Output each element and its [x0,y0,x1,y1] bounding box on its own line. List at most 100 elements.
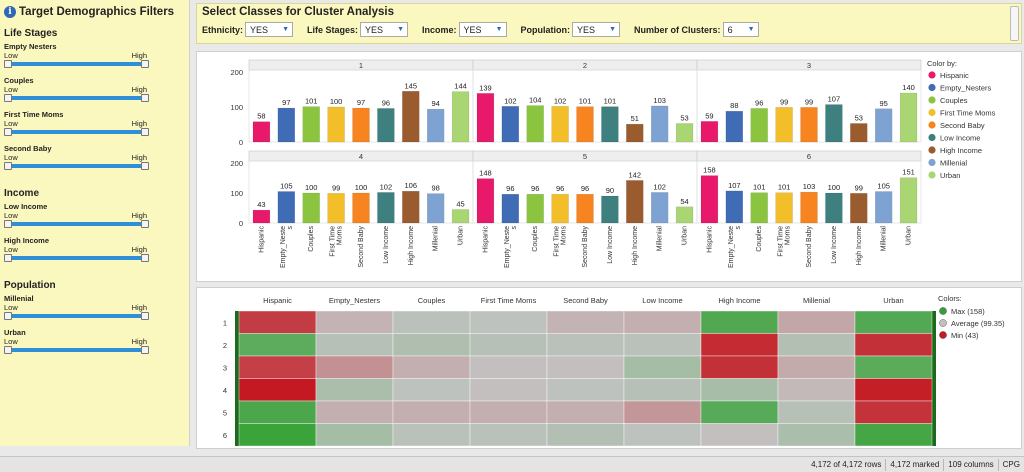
heatmap-row-label: 2 [223,341,227,350]
slider-low-handle[interactable] [4,162,12,170]
y-tick-label: 0 [239,138,243,147]
bar-first-time-moms [551,106,569,143]
bar-hispanic [700,175,719,224]
slider-low-handle[interactable] [4,60,12,68]
x-tick-label: s [511,226,518,230]
topbar-scrollbar[interactable] [1010,6,1019,41]
bar-millenial [426,108,445,143]
slider-low-label: Low [4,51,18,60]
bar-couples [750,108,768,143]
legend-swatch [928,96,936,104]
y-tick-label: 100 [230,103,243,112]
bar-low-income [601,106,619,143]
panel-header-label: 5 [583,152,587,161]
bar-empty-nesters [277,191,296,224]
bar-value-label: 99 [805,97,813,106]
ethnicity-dropdown-value: YES [250,24,269,35]
range-slider[interactable] [4,220,149,228]
slider-low-handle[interactable] [4,128,12,136]
legend-swatch [928,83,936,92]
slider-track-fill [8,164,145,168]
range-slider[interactable] [4,128,149,136]
heatmap-cell [854,378,933,402]
slider-low-handle[interactable] [4,346,12,354]
income-dropdown[interactable]: YES ▼ [458,22,507,37]
bar-value-label: 99 [780,97,788,106]
slider-label: Couples [4,76,34,85]
heatmap-cell [777,310,856,334]
life-stages-dropdown[interactable]: YES ▼ [360,22,409,37]
info-icon[interactable]: i [4,6,16,18]
ethnicity-dropdown[interactable]: YES ▼ [245,22,294,37]
x-tick-label: s [735,226,742,230]
slider-range-labels: Low High [4,153,185,162]
bar-urban [675,123,694,143]
legend-item: Urban [940,171,960,180]
slider-high-handle[interactable] [141,94,149,102]
range-slider-group: Couples Low High [4,76,185,102]
bar-value-label: 103 [653,96,666,105]
heatmap-column-header: Millenial [803,296,830,305]
slider-label: Millenial [4,294,34,303]
x-tick-label: Low Income [607,226,614,264]
slider-low-handle[interactable] [4,94,12,102]
slider-low-handle[interactable] [4,254,12,262]
range-slider[interactable] [4,312,149,320]
slider-high-label: High [131,153,147,162]
slider-low-handle[interactable] [4,312,12,320]
filter-income: Income: YES ▼ [422,22,507,37]
y-tick-label: 200 [230,68,243,77]
slider-range-labels: Low High [4,337,185,346]
population-dropdown[interactable]: YES ▼ [572,22,621,37]
x-tick-label: Second Baby [358,226,365,268]
bar-value-label: 140 [902,83,915,92]
bar-empty-nesters [501,106,520,143]
bar-couples [526,105,544,143]
bar-value-label: 96 [382,98,390,107]
slider-high-handle[interactable] [141,162,149,170]
heatmap-cell [392,355,471,379]
range-slider[interactable] [4,60,149,68]
heatmap-cell [469,333,548,357]
heatmap-legend-swatch [939,307,947,315]
range-slider[interactable] [4,94,149,102]
heatmap-cell [700,333,779,357]
slider-low-handle[interactable] [4,220,12,228]
bar-second-baby [352,107,370,143]
heatmap-row-label: 3 [223,363,227,372]
slider-range-labels: Low High [4,303,185,312]
bar-value-label: 101 [604,97,617,106]
bar-urban [899,177,918,224]
slider-track-fill [8,96,145,100]
bar-value-label: 139 [479,83,492,92]
filter-clusters-label: Number of Clusters: [634,24,721,35]
range-slider[interactable] [4,346,149,354]
filters-panel-header: i Target Demographics Filters [4,4,185,20]
bar-urban [451,91,470,143]
bar-value-label: 59 [705,111,713,120]
heatmap-chart: Hispanic Empty_Nesters Couples First Time M… [223,294,1005,447]
slider-low-label: Low [4,245,18,254]
x-tick-label: Couples [756,226,763,252]
range-slider[interactable] [4,162,149,170]
slider-high-handle[interactable] [141,254,149,262]
bar-second-baby [800,107,818,143]
slider-high-handle[interactable] [141,128,149,136]
heatmap-cell [546,400,625,424]
filter-section-title: Income [4,188,40,199]
x-tick-label: Empty_Neste [504,226,511,268]
bar-value-label: 53 [855,113,863,122]
filter-population-label: Population: [520,24,571,35]
slider-high-handle[interactable] [141,60,149,68]
clusters-dropdown[interactable]: 6 ▼ [722,22,759,37]
slider-high-handle[interactable] [141,312,149,320]
x-tick-label: Moms [785,226,792,246]
slider-high-handle[interactable] [141,346,149,354]
slider-high-handle[interactable] [141,220,149,228]
bar-value-label: 58 [257,112,265,121]
slider-label: Low Income [4,202,48,211]
heatmap-cell [315,355,394,379]
range-slider[interactable] [4,254,149,262]
slider-high-label: High [131,303,147,312]
heatmap-cell [700,310,779,334]
